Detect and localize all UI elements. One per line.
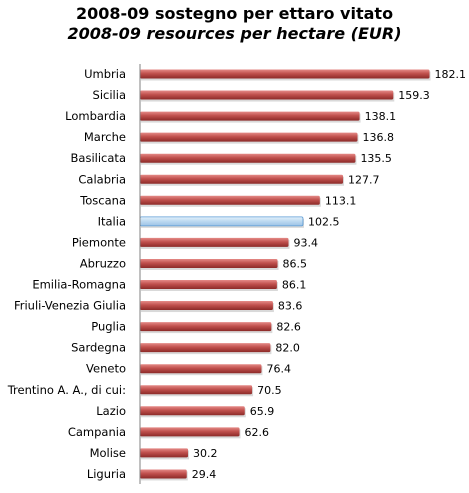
value-label: 113.1 bbox=[325, 194, 357, 207]
chart-title: 2008-09 sostegno per ettaro vitato bbox=[75, 4, 394, 23]
value-label: 102.5 bbox=[308, 215, 340, 228]
category-label: Italia bbox=[98, 214, 126, 228]
bar-calabria bbox=[140, 174, 344, 184]
value-label: 83.6 bbox=[278, 300, 303, 313]
category-label: Puglia bbox=[91, 320, 126, 334]
value-label: 159.3 bbox=[398, 89, 430, 102]
category-label: Umbria bbox=[84, 67, 126, 81]
value-label: 86.5 bbox=[283, 257, 308, 270]
bar-puglia bbox=[140, 322, 272, 332]
category-label: Emilia-Romagna bbox=[32, 278, 126, 292]
value-label: 29.4 bbox=[192, 468, 217, 481]
bar-piemonte bbox=[140, 237, 289, 247]
category-label: Sardegna bbox=[71, 341, 126, 355]
bar-friuli-venezia-giulia bbox=[140, 301, 273, 311]
value-label: 62.6 bbox=[245, 426, 270, 439]
bar-abruzzo bbox=[140, 258, 278, 268]
bar-molise bbox=[140, 448, 189, 458]
bar-umbria bbox=[140, 69, 430, 79]
bar-sicilia bbox=[140, 90, 394, 100]
category-label: Piemonte bbox=[72, 235, 126, 249]
value-label: 82.6 bbox=[276, 321, 301, 334]
category-label: Friuli-Venezia Giulia bbox=[14, 299, 126, 313]
category-label: Campania bbox=[68, 425, 126, 439]
value-label: 70.5 bbox=[257, 384, 282, 397]
category-label: Calabria bbox=[78, 172, 126, 186]
category-label: Sicilia bbox=[93, 88, 126, 102]
bar-lazio bbox=[140, 406, 245, 416]
category-label: Trentino A. A., di cui: bbox=[7, 383, 126, 397]
chart-title-block: 2008-09 sostegno per ettaro vitato 2008-… bbox=[0, 4, 469, 44]
category-label: Lombardia bbox=[65, 109, 126, 123]
value-label: 82.0 bbox=[275, 342, 300, 355]
value-label: 86.1 bbox=[282, 279, 307, 292]
bar-basilicata bbox=[140, 153, 356, 163]
bar-sardegna bbox=[140, 343, 271, 353]
value-label: 136.8 bbox=[363, 131, 395, 144]
value-label: 30.2 bbox=[193, 447, 218, 460]
category-label: Veneto bbox=[86, 362, 126, 376]
category-label: Lazio bbox=[96, 404, 126, 418]
value-label: 127.7 bbox=[348, 173, 380, 186]
bar-emilia-romagna bbox=[140, 280, 277, 289]
bar-veneto bbox=[140, 364, 262, 374]
value-label: 93.4 bbox=[294, 236, 319, 249]
category-label: Toscana bbox=[79, 193, 126, 207]
category-label: Marche bbox=[84, 130, 126, 144]
value-label: 76.4 bbox=[266, 363, 291, 376]
bar-toscana bbox=[140, 195, 320, 205]
bar-liguria bbox=[140, 469, 187, 479]
category-label: Liguria bbox=[87, 467, 126, 481]
bar-italia bbox=[139, 216, 304, 227]
value-label: 138.1 bbox=[365, 110, 397, 123]
category-label: Molise bbox=[90, 446, 126, 460]
category-label: Basilicata bbox=[71, 151, 126, 165]
value-label: 65.9 bbox=[250, 405, 275, 418]
category-label: Abruzzo bbox=[80, 256, 126, 270]
value-label: 135.5 bbox=[360, 152, 392, 165]
chart-subtitle: 2008-09 resources per hectare (EUR) bbox=[67, 24, 402, 43]
bar-marche bbox=[140, 132, 358, 142]
value-label: 182.1 bbox=[435, 68, 467, 81]
bar-trentino-a-a-di-cui bbox=[140, 385, 253, 395]
bar-campania bbox=[140, 427, 240, 437]
bar-lombardia bbox=[140, 111, 360, 121]
